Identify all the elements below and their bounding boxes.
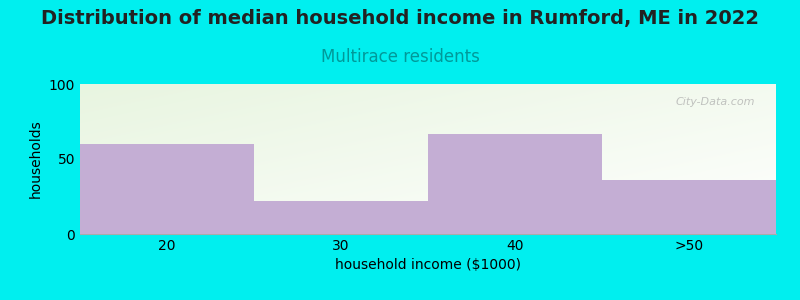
Text: Multirace residents: Multirace residents [321, 48, 479, 66]
Y-axis label: households: households [30, 120, 43, 198]
Bar [80, 144, 254, 234]
Bar [602, 180, 776, 234]
X-axis label: household income ($1000): household income ($1000) [335, 258, 521, 272]
Bar [428, 134, 602, 234]
Bar [254, 201, 428, 234]
Text: Distribution of median household income in Rumford, ME in 2022: Distribution of median household income … [41, 9, 759, 28]
Text: City-Data.com: City-Data.com [676, 97, 755, 107]
